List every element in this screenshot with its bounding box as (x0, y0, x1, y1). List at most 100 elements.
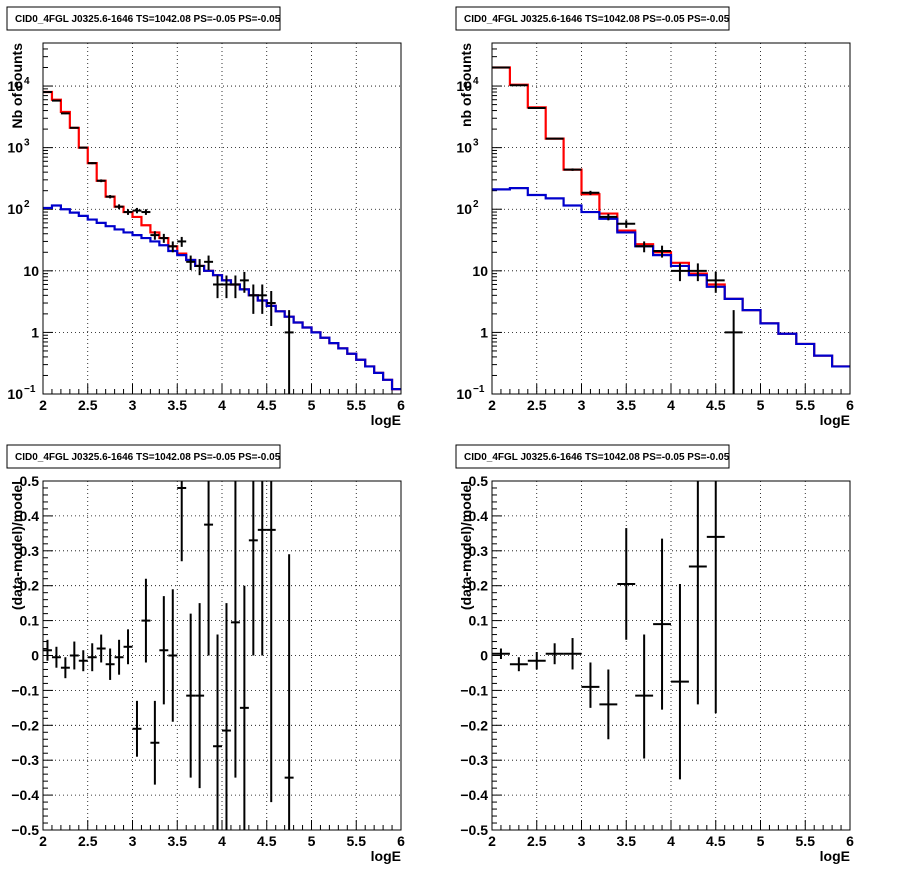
y-tick-base: 10 (456, 201, 472, 217)
chart-title: CID0_4FGL J0325.6-1646 TS=1042.08 PS=-0.… (15, 452, 281, 463)
grid-lines (43, 481, 401, 830)
data-point (204, 255, 214, 271)
x-tick-label: 5.5 (796, 397, 816, 413)
plot-data (492, 481, 725, 780)
data-point (724, 310, 743, 394)
x-tick-label: 6 (846, 833, 854, 849)
data-point (563, 168, 582, 171)
data-point (635, 634, 654, 759)
data-point (239, 585, 249, 830)
data-point (114, 204, 124, 210)
total-model-histogram (43, 90, 401, 391)
chart-title: CID0_4FGL J0325.6-1646 TS=1042.08 PS=-0.… (15, 14, 281, 25)
data-point (257, 481, 267, 656)
data-point (123, 629, 133, 665)
x-axis-title: logE (371, 848, 401, 864)
y-tick-label: −0.1 (460, 682, 488, 698)
y-tick-label: 10 (456, 386, 472, 402)
axis-ticks (42, 480, 402, 831)
y-tick-label: 0.5 (469, 473, 489, 489)
data-point (150, 700, 160, 785)
y-tick-exponent: 2 (473, 199, 479, 210)
grid-lines (492, 43, 850, 394)
y-tick-label: 10 (7, 140, 23, 156)
y-tick-exponent: 3 (473, 138, 479, 149)
x-tick-label: 4.5 (257, 397, 277, 413)
data-point (688, 263, 707, 282)
y-tick-label: 0.5 (20, 473, 40, 489)
plot-frame (491, 42, 851, 395)
chart-panel-3: 2 2.5 3 3.5 4 4.5 5 5.5 6 −0.5 −0.4 −0.3 −0.2 −0.1 0 0.… (6, 444, 405, 864)
x-tick-label: 2.5 (527, 833, 547, 849)
data-point (284, 310, 294, 394)
data-point (60, 112, 70, 115)
data-point (87, 162, 97, 165)
data-point (617, 528, 636, 640)
data-point (617, 220, 636, 228)
data-point (563, 638, 582, 670)
chart-panel-4: 2 2.5 3 3.5 4 4.5 5 5.5 6 −0.5 −0.4 −0.3 −0.2 −0.1 0 0.… (455, 444, 854, 864)
y-tick-label: −0.3 (460, 752, 488, 768)
x-tick-label: 4.5 (706, 833, 726, 849)
data-point (581, 662, 600, 708)
data-point (706, 271, 725, 293)
y-tick-label: −0.3 (11, 752, 39, 768)
y-tick-label: 10 (23, 263, 39, 279)
x-axis-title: logE (820, 848, 850, 864)
data-point (509, 84, 528, 87)
data-point (105, 648, 115, 680)
y-tick-exponent: −1 (24, 384, 36, 395)
y-tick-label: 1 (480, 324, 488, 340)
data-point (43, 91, 52, 94)
y-tick-label: −0.5 (460, 822, 488, 838)
data-point (78, 146, 88, 149)
y-tick-base: 10 (7, 78, 23, 94)
y-tick-label: 10 (7, 78, 23, 94)
data-point (222, 603, 231, 830)
y-tick-exponent: 4 (473, 76, 479, 87)
x-tick-label: 3.5 (617, 833, 637, 849)
data-point (186, 613, 196, 778)
y-tick-label: 0.1 (20, 613, 40, 629)
data-point (186, 255, 196, 271)
y-tick-label: 10 (456, 78, 472, 94)
x-tick-label: 4.5 (706, 397, 726, 413)
data-point (141, 209, 151, 215)
data-point (78, 650, 88, 672)
x-tick-label: 5.5 (796, 833, 816, 849)
x-tick-label: 4 (667, 397, 675, 413)
y-tick-label: −0.4 (460, 787, 488, 803)
y-axis-title: Nb of counts (9, 43, 25, 129)
x-tick-label: 6 (397, 397, 405, 413)
y-tick-label: 0.4 (20, 508, 40, 524)
plot-frame (42, 480, 402, 831)
data-point (239, 271, 249, 293)
x-tick-label: 2.5 (527, 397, 547, 413)
x-tick-label: 4 (218, 397, 226, 413)
x-tick-label: 3 (129, 833, 137, 849)
y-axis-title: (data-model)/model (458, 481, 474, 610)
x-tick-label: 2 (488, 833, 496, 849)
x-tick-label: 2 (488, 397, 496, 413)
plot-frame (42, 42, 402, 395)
data-point (150, 231, 160, 240)
source-model-histogram (492, 187, 850, 368)
data-point (87, 643, 97, 672)
data-point (132, 700, 142, 757)
y-tick-label: 0.2 (20, 578, 40, 594)
y-tick-label: −0.5 (11, 822, 39, 838)
data-point (635, 241, 654, 253)
data-point (492, 648, 510, 659)
data-point (213, 634, 222, 830)
x-tick-label: 3 (129, 397, 137, 413)
y-tick-label: 10 (456, 140, 472, 156)
title-box (6, 444, 281, 469)
data-point (177, 236, 187, 247)
x-tick-label: 4 (667, 833, 675, 849)
data-point (545, 643, 564, 665)
data-point (213, 275, 222, 299)
data-point (509, 657, 528, 672)
data-point (706, 481, 725, 714)
x-tick-label: 2.5 (78, 397, 98, 413)
